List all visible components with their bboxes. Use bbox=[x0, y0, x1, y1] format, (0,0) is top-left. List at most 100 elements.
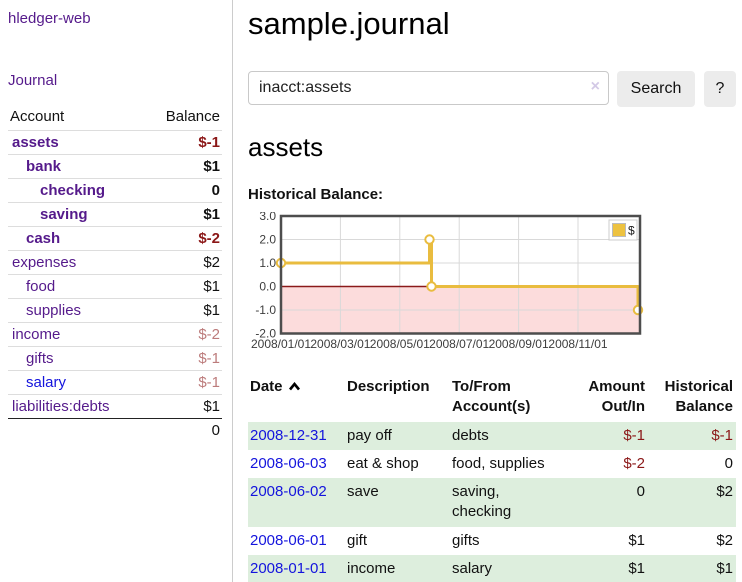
transaction-amount: $-2 bbox=[623, 454, 645, 472]
search-input-wrap: × bbox=[248, 71, 609, 107]
sort-ascending-icon bbox=[288, 377, 301, 397]
svg-text:2008/07/01: 2008/07/01 bbox=[429, 337, 489, 351]
account-row: liabilities:debts $1 bbox=[8, 394, 222, 419]
svg-text:1.0: 1.0 bbox=[259, 256, 276, 270]
account-row: income $-2 bbox=[8, 322, 222, 347]
transaction-date-link[interactable]: 2008-06-02 bbox=[250, 483, 327, 500]
svg-text:2008/05/01: 2008/05/01 bbox=[370, 337, 430, 351]
register-col-description: Description bbox=[347, 378, 430, 395]
search-form: × Search ? bbox=[248, 71, 736, 107]
account-link-supplies[interactable]: supplies bbox=[26, 302, 82, 319]
main-content: sample.journal × Search ? assets Histori… bbox=[233, 0, 742, 582]
register-row[interactable]: 2008-01-01 income salary $1 $1 bbox=[248, 554, 736, 582]
account-balance: $-2 bbox=[145, 226, 222, 251]
register-col-amount: Amount Out/In bbox=[588, 378, 645, 416]
chart-canvas: 3.0 2.0 1.0 0.0 -1.0 -2.0 bbox=[251, 212, 644, 351]
register-row[interactable]: 2008-12-31 pay off debts $-1 $-1 bbox=[248, 421, 736, 450]
accounts-total-value: 0 bbox=[145, 418, 222, 443]
account-link-liabilities-debts[interactable]: liabilities:debts bbox=[12, 398, 110, 415]
transaction-balance: $1 bbox=[716, 559, 733, 577]
register-col-date[interactable]: Date bbox=[248, 375, 345, 422]
legend-label: $ bbox=[628, 224, 635, 238]
account-link-checking[interactable]: checking bbox=[40, 182, 106, 199]
register-col-accounts: To/From Account(s) bbox=[452, 378, 531, 416]
transaction-accounts: gifts bbox=[452, 531, 480, 549]
chart-title: Historical Balance: bbox=[248, 186, 384, 203]
register-row[interactable]: 2008-06-03 eat & shop food, supplies $-2… bbox=[248, 450, 736, 478]
svg-text:3.0: 3.0 bbox=[259, 212, 276, 223]
account-balance: $-1 bbox=[145, 346, 222, 371]
svg-text:2.0: 2.0 bbox=[259, 233, 276, 247]
account-row: expenses $2 bbox=[8, 250, 222, 275]
account-balance: $-1 bbox=[145, 370, 222, 395]
accounts-col-account: Account bbox=[10, 108, 65, 125]
help-button[interactable]: ? bbox=[704, 71, 736, 107]
account-row: supplies $1 bbox=[8, 298, 222, 323]
register-col-balance: Historical Balance bbox=[664, 378, 733, 416]
account-link-food[interactable]: food bbox=[26, 278, 56, 295]
page-title: sample.journal bbox=[248, 6, 450, 41]
brand-link[interactable]: hledger-web bbox=[8, 10, 91, 27]
register-row[interactable]: 2008-06-01 gift gifts $1 $2 bbox=[248, 527, 736, 555]
account-link-expenses[interactable]: expenses bbox=[12, 254, 77, 271]
transaction-date-link[interactable]: 2008-06-01 bbox=[250, 531, 327, 549]
transaction-balance: $2 bbox=[716, 531, 733, 549]
svg-text:-2.0: -2.0 bbox=[255, 327, 276, 341]
transaction-accounts: debts bbox=[452, 426, 489, 444]
transaction-date-link[interactable]: 2008-12-31 bbox=[250, 426, 327, 444]
account-link-cash[interactable]: cash bbox=[26, 230, 61, 247]
accounts-col-balance: Balance bbox=[165, 108, 220, 125]
transaction-accounts: saving, checking bbox=[452, 483, 512, 521]
transaction-description: save bbox=[347, 483, 379, 500]
account-balance: $1 bbox=[145, 154, 222, 179]
clear-search-icon[interactable]: × bbox=[590, 78, 600, 95]
account-row: food $1 bbox=[8, 274, 222, 299]
svg-text:2008/01/01: 2008/01/01 bbox=[251, 337, 311, 351]
app-brand: hledger-web bbox=[8, 10, 222, 27]
legend-swatch bbox=[612, 223, 626, 237]
sidebar-item-journal[interactable]: Journal bbox=[8, 72, 58, 89]
account-link-saving[interactable]: saving bbox=[40, 206, 88, 223]
transaction-balance: 0 bbox=[724, 454, 733, 472]
accounts-header-row: Account Balance bbox=[8, 105, 222, 131]
transaction-description: gift bbox=[347, 531, 368, 549]
account-row: assets $-1 bbox=[8, 130, 222, 155]
register-table: Date Description To/From Account(s) Amou… bbox=[248, 375, 736, 582]
accounts-total-row: 0 bbox=[8, 418, 222, 443]
account-row: bank $1 bbox=[8, 154, 222, 179]
transaction-date-link[interactable]: 2008-06-03 bbox=[250, 454, 327, 472]
sidebar: hledger-web Journal Account Balance asse… bbox=[0, 0, 233, 582]
transaction-balance: $2 bbox=[716, 483, 733, 500]
account-balance: $1 bbox=[145, 202, 222, 227]
account-link-gifts[interactable]: gifts bbox=[26, 350, 54, 367]
account-balance: 0 bbox=[145, 178, 222, 203]
transaction-amount: 0 bbox=[636, 483, 645, 500]
svg-text:-1.0: -1.0 bbox=[255, 303, 276, 317]
date-header-label: Date bbox=[250, 378, 283, 395]
sidebar-nav: Journal bbox=[8, 72, 222, 89]
transaction-description: eat & shop bbox=[347, 454, 419, 472]
transaction-balance: $-1 bbox=[711, 426, 733, 444]
transaction-date-link[interactable]: 2008-01-01 bbox=[250, 559, 327, 577]
register-row[interactable]: 2008-06-02 save saving, checking 0 $2 bbox=[248, 478, 736, 527]
svg-text:2008/09/01: 2008/09/01 bbox=[489, 337, 549, 351]
account-link-income[interactable]: income bbox=[12, 326, 61, 343]
plot-border bbox=[279, 214, 642, 335]
register-header-row: Date Description To/From Account(s) Amou… bbox=[248, 375, 736, 422]
account-balance: $-1 bbox=[145, 130, 222, 155]
accounts-table: Account Balance assets $-1 bank $1 check… bbox=[8, 105, 222, 443]
transaction-description: income bbox=[347, 559, 396, 577]
svg-text:2008/03/01: 2008/03/01 bbox=[310, 337, 370, 351]
account-link-salary[interactable]: salary bbox=[26, 374, 67, 391]
search-input[interactable] bbox=[248, 71, 609, 105]
account-link-assets[interactable]: assets bbox=[12, 134, 59, 151]
x-axis-ticks: 2008/01/01 2008/03/01 2008/05/01 2008/07… bbox=[251, 337, 608, 351]
historical-balance-chart: 3.0 2.0 1.0 0.0 -1.0 -2.0 bbox=[248, 212, 736, 354]
account-row: checking 0 bbox=[8, 178, 222, 203]
svg-text:0.0: 0.0 bbox=[259, 280, 276, 294]
account-link-bank[interactable]: bank bbox=[26, 158, 62, 175]
transaction-description: pay off bbox=[347, 426, 392, 444]
account-row: gifts $-1 bbox=[8, 346, 222, 371]
search-button[interactable]: Search bbox=[617, 71, 695, 107]
